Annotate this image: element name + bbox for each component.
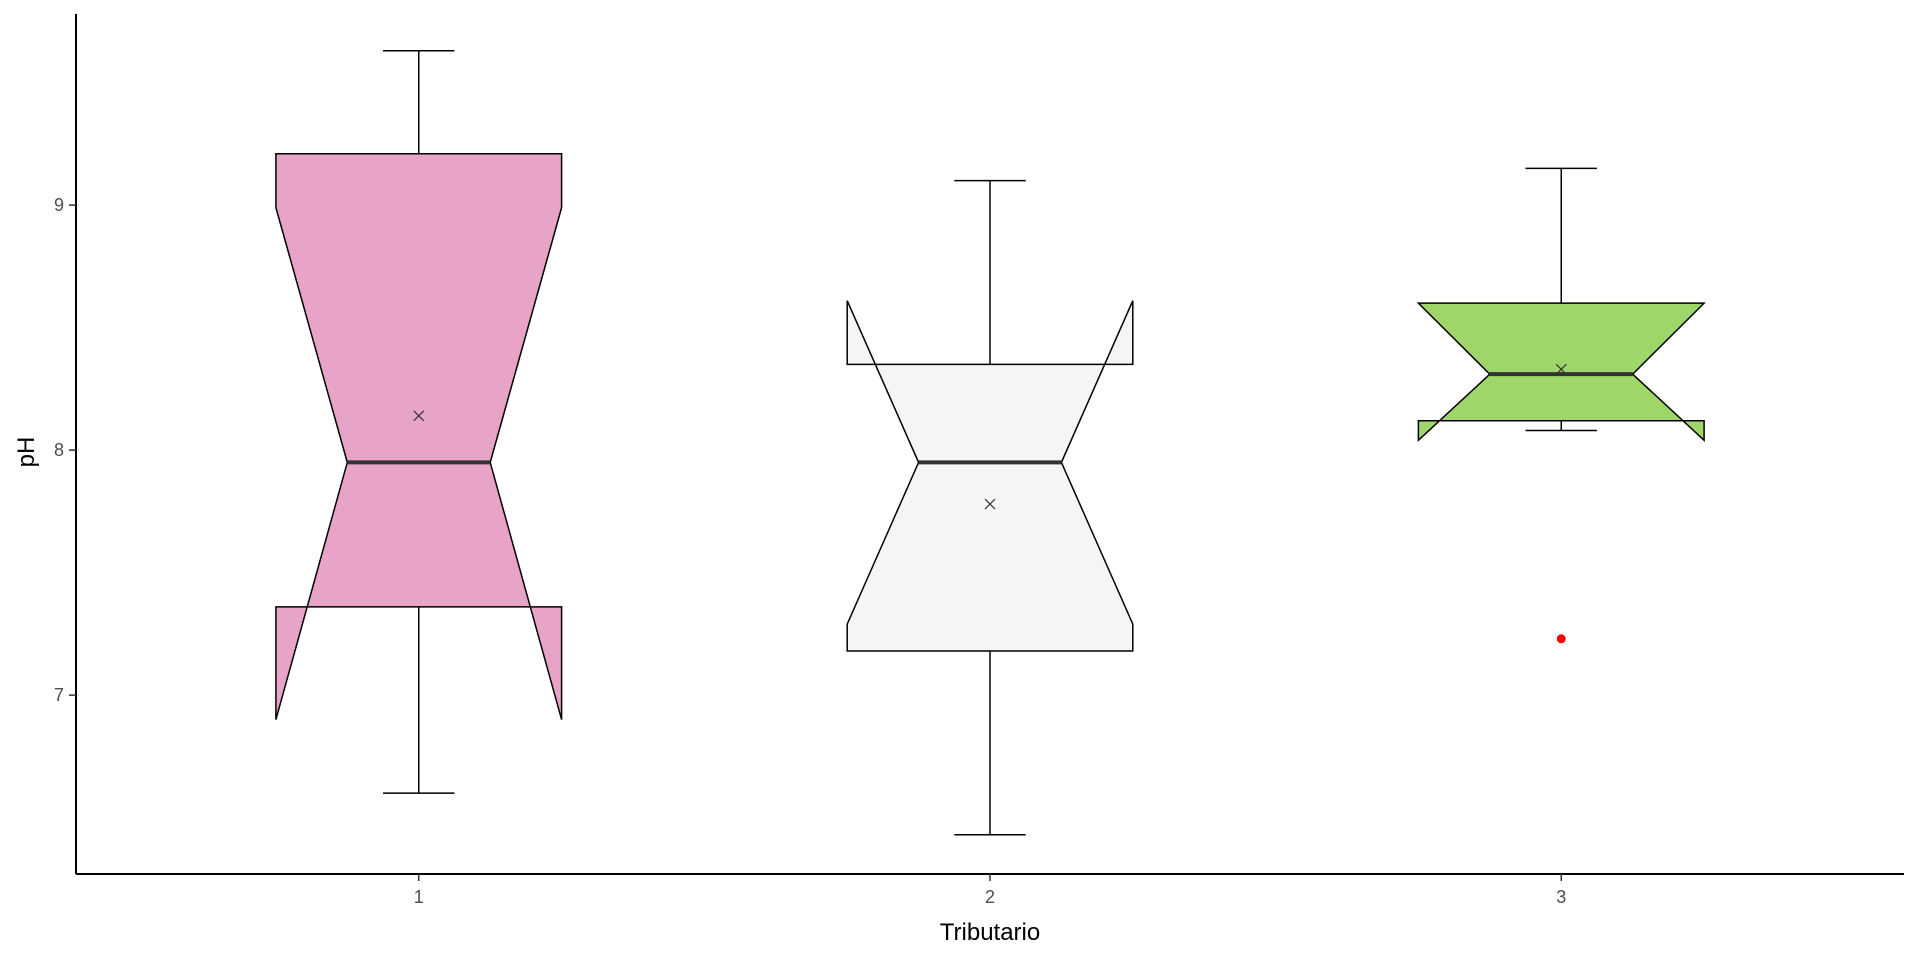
mean-marker	[984, 498, 996, 510]
notched-box	[1416, 302, 1706, 443]
y-axis-ticks: 7 8 9	[54, 195, 76, 705]
y-axis-title: pH	[13, 437, 40, 468]
x-tick-label: 1	[414, 887, 424, 907]
y-tick-label: 9	[54, 195, 64, 215]
x-tick-label: 2	[985, 887, 995, 907]
mean-marker	[1555, 363, 1567, 375]
y-tick-label: 7	[54, 685, 64, 705]
mean-marker	[413, 410, 425, 422]
y-tick-label: 8	[54, 440, 64, 460]
outlier-point	[1556, 634, 1566, 644]
x-tick-label: 3	[1556, 887, 1566, 907]
x-axis-title: Tributario	[940, 919, 1040, 946]
notched-box	[846, 300, 1134, 652]
notched-box	[275, 152, 563, 720]
x-axis-ticks: 1 2 3	[414, 874, 1566, 907]
plot-area	[275, 50, 1706, 836]
